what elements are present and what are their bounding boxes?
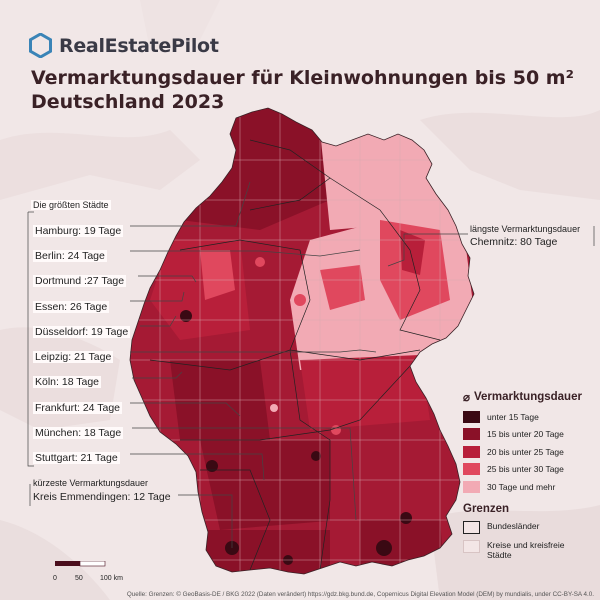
legend-item: 20 bis unter 25 Tage <box>463 443 598 461</box>
legend-title-text: Vermarktungsdauer <box>473 391 582 403</box>
brand-logo: RealEstatePilot <box>29 33 219 58</box>
longest-duration-header: längste Vermarktungsdauer <box>470 224 581 234</box>
legend-item: unter 15 Tage <box>463 408 598 426</box>
scale-bar: 0 50 100 km <box>53 554 175 585</box>
city-item: Hamburg: 19 Tage <box>33 224 124 237</box>
legend-label: 15 bis unter 20 Tage <box>487 429 564 440</box>
city-item: Leipzig: 21 Tage <box>33 351 114 364</box>
city-item: Dortmund :27 Tage <box>33 275 127 288</box>
scale-bar-graphic <box>55 560 106 567</box>
shortest-duration-header: kürzeste Vermarktungsdauer <box>33 478 149 488</box>
legend-label: 30 Tage und mehr <box>487 481 556 492</box>
legend-swatch <box>463 480 480 493</box>
legend-swatch <box>463 445 480 458</box>
city-item: Köln: 18 Tage <box>33 376 102 389</box>
city-item: Frankfurt: 24 Tage <box>33 401 123 414</box>
city-item: München: 18 Tage <box>33 427 124 440</box>
longest-duration-callout: längste Vermarktungsdauer Chemnitz: 80 T… <box>470 224 580 248</box>
map-title: Vermarktungsdauer für Kleinwohnungen bis… <box>31 66 574 114</box>
legend-item: 15 bis unter 20 Tage <box>463 426 598 444</box>
legend-label: 25 bis unter 30 Tage <box>487 464 564 475</box>
legend-label: unter 15 Tage <box>487 411 539 422</box>
scale-labels: 0 50 100 km <box>53 575 175 585</box>
city-item: Stuttgart: 21 Tage <box>33 452 120 465</box>
city-item: Berlin: 24 Tage <box>33 249 107 262</box>
legend-title: ⌀ Vermarktungsdauer <box>463 390 598 404</box>
legend: ⌀ Vermarktungsdauer unter 15 Tage 15 bis … <box>463 390 598 560</box>
scale-label: 0 <box>53 575 57 582</box>
city-item: Düsseldorf: 19 Tage <box>33 325 131 338</box>
legend-item: 25 bis unter 30 Tage <box>463 461 598 479</box>
city-item: Essen: 26 Tage <box>33 300 110 313</box>
border-items: Bundesländer Kreise und kreisfreie Städte <box>463 520 598 560</box>
scale-label: 100 km <box>100 575 123 582</box>
hexagon-logo-icon <box>29 33 52 58</box>
title-line-1: Vermarktungsdauer für Kleinwohnungen bis… <box>31 67 574 89</box>
border-legend-item: Bundesländer <box>463 520 598 534</box>
legend-items: unter 15 Tage 15 bis unter 20 Tage 20 bis … <box>463 408 598 496</box>
source-credit: Quelle: Grenzen: © GeoBasis-DE / BKG 202… <box>126 591 594 598</box>
brand-name: RealEstatePilot <box>59 34 219 57</box>
longest-duration-value: Chemnitz: 80 Tage <box>470 236 558 248</box>
legend-swatch <box>463 463 480 476</box>
border-legend-item: Kreise und kreisfreie Städte <box>463 539 598 560</box>
largest-cities-list: Hamburg: 19 Tage Berlin: 24 Tage Dortmun… <box>33 218 131 471</box>
legend-item: 30 Tage und mehr <box>463 478 598 496</box>
shortest-duration-value: Kreis Emmendingen: 12 Tage <box>33 491 171 503</box>
border-label: Kreise und kreisfreie Städte <box>487 539 565 560</box>
border-swatch <box>463 539 480 553</box>
shortest-duration-callout: kürzeste Vermarktungsdauer Kreis Emmendi… <box>33 478 171 503</box>
legend-swatch <box>463 428 480 441</box>
average-symbol: ⌀ <box>463 392 470 404</box>
borders-title: Grenzen <box>463 502 510 515</box>
title-line-2: Deutschland 2023 <box>31 91 225 113</box>
border-swatch <box>463 520 480 534</box>
largest-cities-header: Die größten Städte <box>31 200 111 210</box>
border-label: Bundesländer <box>487 520 540 531</box>
legend-swatch <box>463 410 480 423</box>
scale-label: 50 <box>75 575 83 582</box>
legend-label: 20 bis unter 25 Tage <box>487 446 564 457</box>
